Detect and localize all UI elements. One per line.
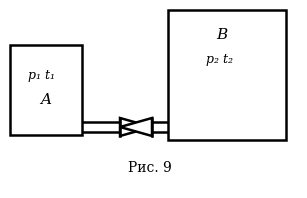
Text: B: B xyxy=(216,28,227,42)
Bar xyxy=(10,45,82,135)
Polygon shape xyxy=(120,118,152,136)
Text: Рис. 9: Рис. 9 xyxy=(128,161,172,175)
Polygon shape xyxy=(120,118,152,136)
Text: A: A xyxy=(41,93,52,107)
Bar xyxy=(168,10,286,140)
Text: p₂ t₂: p₂ t₂ xyxy=(207,53,234,67)
Text: p₁ t₁: p₁ t₁ xyxy=(29,69,56,82)
